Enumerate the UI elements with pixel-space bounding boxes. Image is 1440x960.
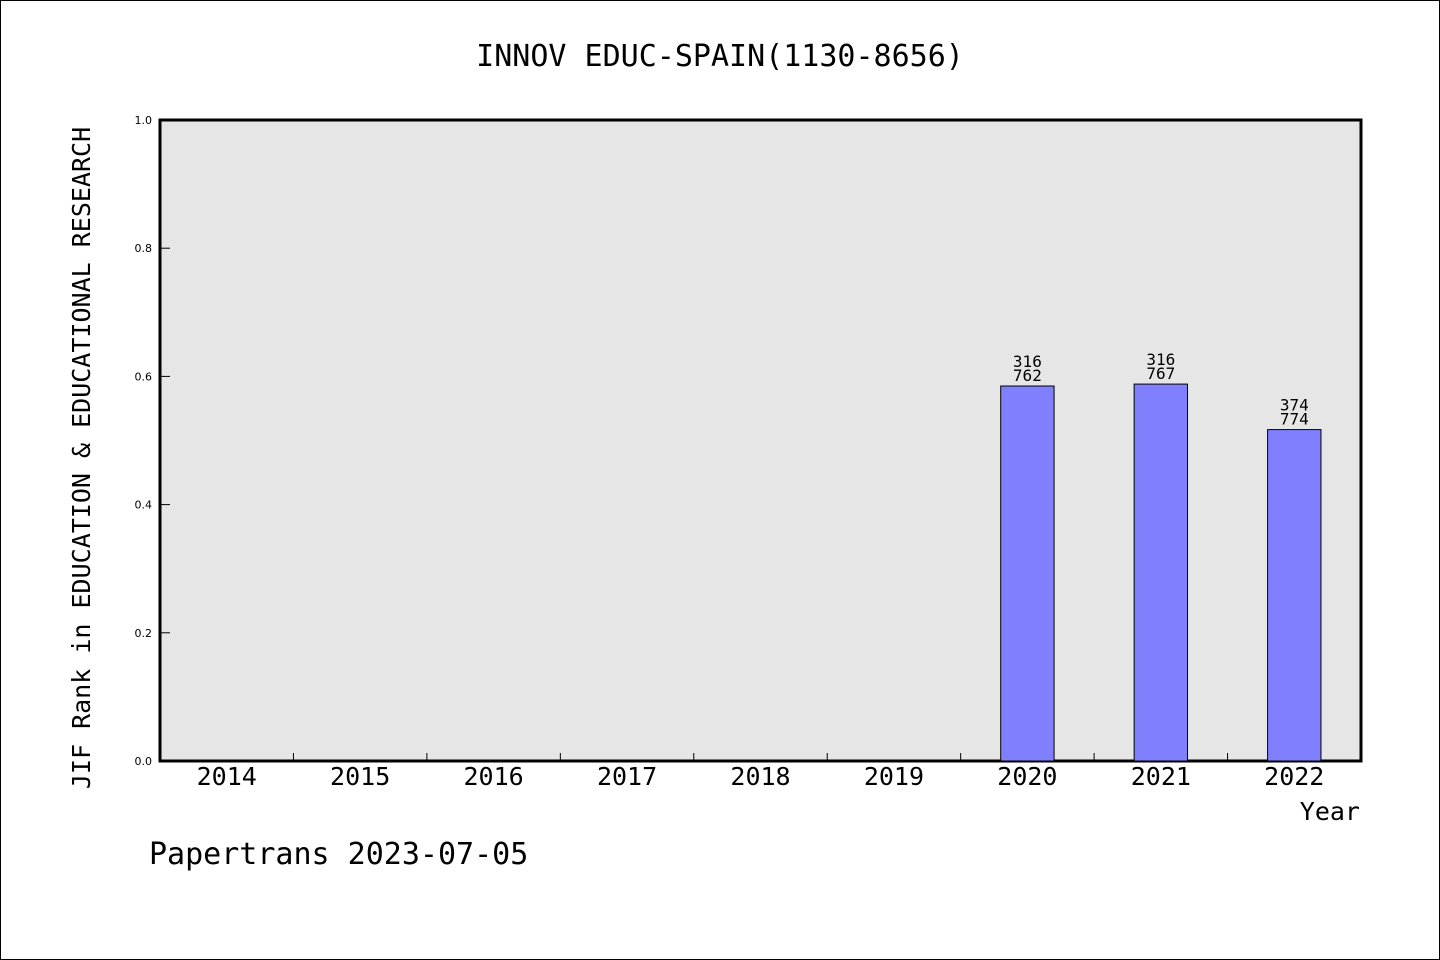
y-tick-label: 0.0 (135, 755, 153, 768)
x-tick-label-2021: 2021 (1131, 762, 1191, 791)
y-tick-label: 1.0 (135, 114, 153, 127)
bar-2022 (1267, 429, 1322, 762)
footer-text: Papertrans 2023-07-05 (149, 837, 528, 872)
y-tick-label: 0.6 (135, 370, 153, 383)
x-tick-label-2020: 2020 (997, 762, 1057, 791)
x-tick-label-2015: 2015 (330, 762, 390, 791)
bar-label-total-2020: 762 (1013, 366, 1042, 385)
y-tick-label: 0.2 (135, 627, 153, 640)
y-tick-label: 0.4 (135, 499, 153, 512)
x-tick-label-2017: 2017 (597, 762, 657, 791)
x-axis-ticks: 2014 2015 2016 2017 2018 2019 2020 2021 2022 (197, 753, 1324, 791)
bar-label-rank-2020: 316 (1013, 352, 1042, 371)
x-axis-label: Year (1300, 797, 1360, 826)
bars-group (1000, 383, 1322, 762)
bar-2020 (1000, 385, 1055, 762)
y-axis-ticks: 0.0 0.2 0.4 0.6 0.8 1.0 (135, 114, 170, 768)
y-tick-label: 0.8 (135, 242, 153, 255)
chart-title: INNOV EDUC-SPAIN(1130-8656) (476, 39, 964, 74)
bar-label-total-2021: 767 (1146, 364, 1175, 383)
x-tick-label-2019: 2019 (864, 762, 924, 791)
bar-label-total-2022: 774 (1280, 410, 1309, 429)
bar-2021 (1133, 383, 1189, 762)
bar-label-rank-2022: 374 (1280, 396, 1309, 415)
x-tick-label-2018: 2018 (730, 762, 790, 791)
bar-label-rank-2021: 316 (1146, 350, 1175, 369)
x-tick-label-2016: 2016 (464, 762, 524, 791)
x-tick-label-2014: 2014 (197, 762, 257, 791)
y-axis-label: JIF Rank in EDUCATION & EDUCATIONAL RESE… (67, 127, 96, 789)
x-tick-label-2022: 2022 (1264, 762, 1324, 791)
